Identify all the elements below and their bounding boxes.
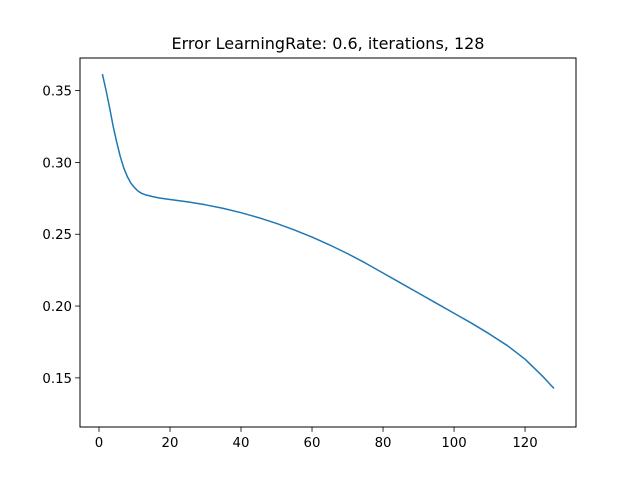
x-tick-label: 20 xyxy=(162,436,179,451)
chart-title: Error LearningRate: 0.6, iterations, 128 xyxy=(172,34,485,53)
y-tick-label: 0.25 xyxy=(42,228,72,243)
y-tick-label: 0.30 xyxy=(42,156,72,171)
y-tick-label: 0.15 xyxy=(42,372,72,387)
y-tick-label: 0.35 xyxy=(42,85,72,100)
x-tick-label: 80 xyxy=(375,436,392,451)
x-tick-label: 100 xyxy=(441,436,466,451)
plot-frame xyxy=(79,57,577,428)
series-line xyxy=(101,73,555,389)
y-tick-label: 0.20 xyxy=(42,300,72,315)
axes: 0 20 40 60 80 100 120 0.15 0.20 0.25 0.30 0.35 xyxy=(42,85,537,451)
x-tick-label: 60 xyxy=(304,436,321,451)
x-tick-label: 0 xyxy=(95,436,103,451)
x-tick-label: 120 xyxy=(512,436,537,451)
x-tick-label: 40 xyxy=(233,436,250,451)
plot-area xyxy=(101,73,555,389)
